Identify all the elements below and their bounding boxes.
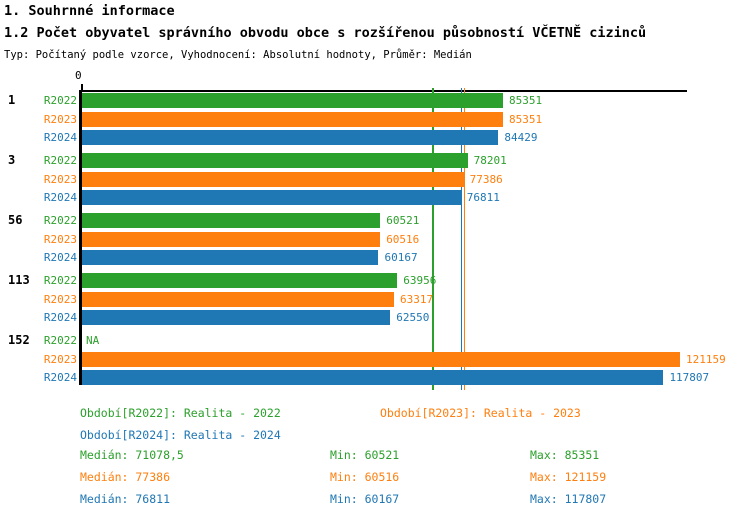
x-axis-line [81, 90, 687, 92]
bar-r2024-group-113 [82, 310, 391, 325]
series-label-r2022: R2022 [43, 274, 77, 287]
bar-value-label: 60521 [386, 214, 420, 227]
bar-r2022-group-1 [82, 93, 503, 108]
bar-value-label: 121159 [686, 352, 726, 366]
bar-value-label: 77386 [469, 172, 503, 186]
bar-value-label: 85351 [508, 94, 543, 107]
chart-title: 1.2 Počet obyvatel správního obvodu obce… [4, 25, 647, 41]
stat-max-r2023: Max: 121159 [530, 470, 607, 484]
stat-min-r2023: Min: 60516 [330, 470, 400, 484]
series-label-r2022: R2022 [43, 154, 77, 167]
group-label-3: 3 [8, 153, 16, 167]
stat-min-r2022: Min: 60521 [330, 448, 400, 462]
na-value-label: NA [86, 334, 100, 347]
median-line-r2024 [460, 88, 463, 390]
series-label-r2022: R2022 [43, 334, 77, 347]
series-label-r2023: R2023 [43, 232, 77, 246]
stat-min-r2024: Min: 60167 [330, 492, 400, 506]
legend-item-r2023: Období[R2023]: Realita - 2023 [380, 406, 581, 420]
series-label-r2022: R2022 [43, 94, 77, 107]
series-label-r2024: R2024 [43, 311, 77, 324]
stat-max-r2022: Max: 85351 [530, 448, 600, 462]
series-label-r2024: R2024 [43, 251, 77, 264]
bar-value-label: 84429 [504, 131, 538, 144]
group-label-1: 1 [8, 93, 16, 107]
bar-r2023-group-152 [82, 351, 681, 367]
group-label-152: 152 [8, 333, 30, 347]
median-line-r2023 [463, 88, 466, 390]
group-label-56: 56 [8, 213, 23, 227]
bar-r2024-group-56 [82, 250, 379, 265]
bar-value-label: 60516 [386, 232, 420, 246]
bar-r2023-group-56 [82, 231, 381, 247]
series-label-r2024: R2024 [43, 191, 77, 204]
x-axis-zero-tick [81, 84, 83, 90]
x-axis-zero-label: 0 [75, 69, 82, 82]
bar-r2024-group-3 [82, 190, 461, 205]
stat-median-r2022: Medián: 71078,5 [80, 448, 184, 462]
chart-meta-line: Typ: Počítaný podle vzorce, Vyhodnocení:… [4, 49, 472, 61]
bar-value-label: 85351 [508, 112, 543, 126]
median-line-r2022 [432, 88, 434, 390]
bar-value-label: 60167 [384, 251, 418, 264]
series-label-r2024: R2024 [43, 131, 77, 144]
series-label-r2022: R2022 [43, 214, 77, 227]
series-label-r2023: R2023 [43, 352, 77, 366]
series-label-r2023: R2023 [43, 292, 77, 306]
report-title: 1. Souhrnné informace [4, 3, 175, 19]
bar-r2022-group-113 [82, 273, 398, 288]
group-label-113: 113 [8, 273, 30, 287]
bar-value-label: 117807 [669, 371, 710, 384]
stat-max-r2024: Max: 117807 [530, 492, 607, 506]
series-label-r2023: R2023 [43, 112, 77, 126]
legend-item-r2024: Období[R2024]: Realita - 2024 [80, 428, 281, 442]
bar-r2022-group-56 [82, 213, 381, 228]
bar-r2022-group-3 [82, 153, 468, 168]
series-label-r2023: R2023 [43, 172, 77, 186]
bar-value-label: 63956 [403, 274, 437, 287]
bar-value-label: 78201 [473, 154, 507, 167]
bar-value-label: 63317 [400, 292, 434, 306]
bar-value-label: 76811 [466, 191, 500, 204]
stat-median-r2023: Medián: 77386 [80, 470, 171, 484]
legend-item-r2022: Období[R2022]: Realita - 2022 [80, 406, 281, 420]
stat-median-r2024: Medián: 76811 [80, 492, 171, 506]
bar-r2023-group-3 [82, 171, 464, 187]
bar-r2023-group-1 [82, 111, 503, 127]
bar-r2023-group-113 [82, 291, 395, 307]
y-axis-line [79, 90, 82, 385]
bar-r2024-group-152 [82, 370, 664, 385]
series-label-r2024: R2024 [43, 371, 77, 384]
bar-chart: 0 1 R2022 85351 R2023 85351 R2024 84429 3 R2022 78… [8, 69, 726, 390]
bar-value-label: 62550 [396, 311, 430, 324]
bar-r2024-group-1 [82, 130, 499, 145]
